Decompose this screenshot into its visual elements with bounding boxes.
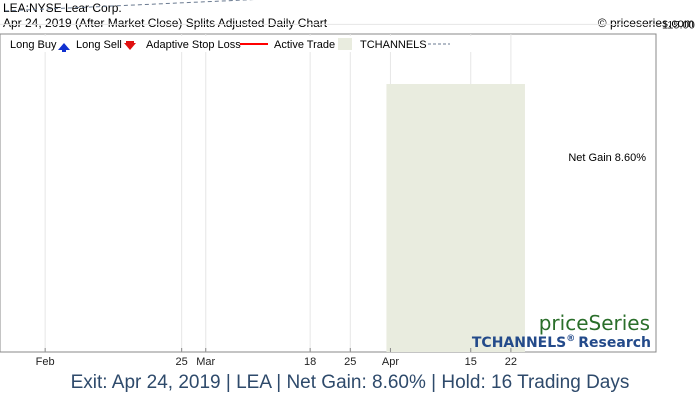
y-tick-label: 115.00 bbox=[662, 19, 695, 31]
chart-subtitle: Apr 24, 2019 (After Market Close) Splits… bbox=[3, 16, 328, 30]
legend-tchannels: TCHANNELS bbox=[360, 39, 427, 51]
legend-long-buy: Long Buy bbox=[10, 39, 57, 51]
net-gain-label: Net Gain 8.60% bbox=[568, 152, 646, 164]
x-tick-label: Mar bbox=[196, 356, 215, 368]
brand-research: Research bbox=[578, 335, 651, 351]
x-tick-label: 25 bbox=[176, 356, 188, 368]
x-tick-label: 22 bbox=[505, 356, 517, 368]
legend-long-sell: Long Sell bbox=[76, 39, 122, 51]
y-tick-label: 125.00 bbox=[662, 0, 696, 1]
legend-background bbox=[2, 36, 472, 52]
legend-adaptive-stop: Adaptive Stop Loss bbox=[146, 39, 241, 51]
brand-tagline: TCHANNELS® Research bbox=[472, 334, 651, 351]
long-sell-icon-stem bbox=[126, 41, 134, 44]
x-tick-label: Apr bbox=[382, 356, 399, 368]
tchannels-lines bbox=[4, 0, 255, 12]
long-buy-icon bbox=[58, 43, 70, 52]
x-tick-label: 18 bbox=[304, 356, 316, 368]
brand-name: priceSeries bbox=[539, 311, 650, 335]
price-chart: 115.00125.00135.00145.00155.00165.00 Feb… bbox=[0, 0, 696, 368]
x-tick-label: 15 bbox=[465, 356, 477, 368]
active-trade-swatch bbox=[338, 38, 352, 50]
long-sell-icon bbox=[124, 43, 136, 50]
brand-reg: ® bbox=[566, 334, 575, 344]
legend: Long Buy Long Sell Adaptive Stop Loss Ac… bbox=[2, 36, 472, 52]
legend-active-trade: Active Trade bbox=[274, 39, 335, 51]
channel-lower-line bbox=[4, 0, 255, 12]
y-axis: 115.00125.00135.00145.00155.00165.00 bbox=[655, 0, 696, 352]
footer-summary: Exit: Apr 24, 2019 | LEA | Net Gain: 8.6… bbox=[70, 372, 630, 393]
brand-tagline-main: TCHANNELS bbox=[472, 335, 566, 351]
active-trade-region bbox=[386, 84, 525, 352]
x-tick-label: 25 bbox=[344, 356, 356, 368]
plot-frame bbox=[0, 33, 657, 353]
x-axis: Feb 25 Mar 18 25 Apr 15 22 bbox=[36, 348, 517, 368]
x-tick-label: Feb bbox=[36, 356, 55, 368]
copyright-text: © priceseries.com bbox=[597, 16, 694, 30]
